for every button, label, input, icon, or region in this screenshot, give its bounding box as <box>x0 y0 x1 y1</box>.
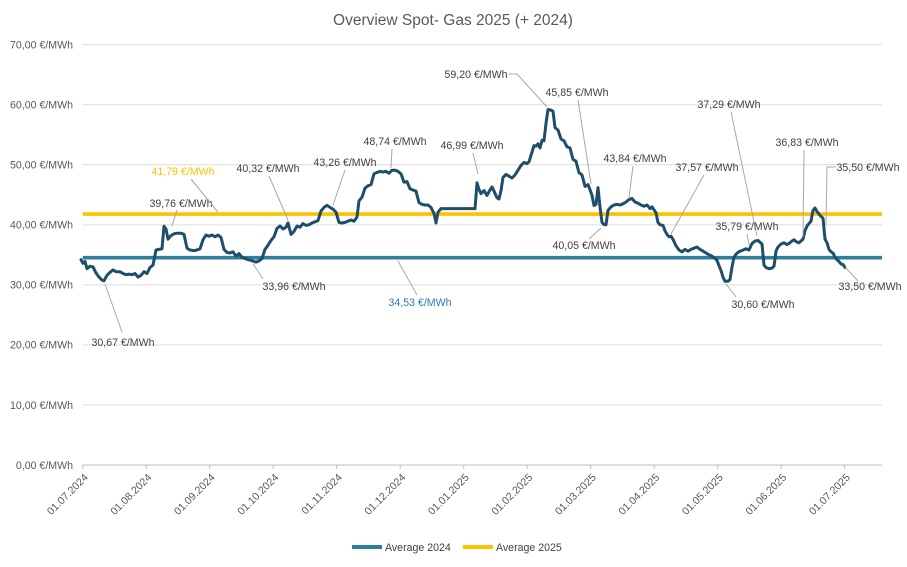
annotation-leader <box>390 148 393 169</box>
annotation-leader <box>588 227 602 240</box>
y-tick-label: 50,00 €/MWh <box>10 160 73 172</box>
annotation-leader <box>825 166 836 226</box>
annotation-label: 30,60 €/MWh <box>731 299 794 311</box>
annotation-leader <box>171 209 178 227</box>
annotation-label: 45,85 €/MWh <box>545 87 608 99</box>
chart-title: Overview Spot- Gas 2025 (+ 2024) <box>333 12 573 29</box>
annotation-leader <box>670 174 705 235</box>
average-lines <box>82 212 882 260</box>
annotation-label: 59,20 €/MWh <box>444 69 507 81</box>
annotation-leader <box>802 149 805 238</box>
y-tick-label: 10,00 €/MWh <box>10 400 73 412</box>
annotation-leader <box>268 175 289 221</box>
y-tick-label: 70,00 €/MWh <box>10 40 73 52</box>
annotation-leader <box>252 263 264 280</box>
x-tick-label: 01.08.2024 <box>108 472 154 518</box>
annotation-leader <box>332 169 346 206</box>
x-tick-label: 01.09.2024 <box>172 472 218 518</box>
annotation-leader <box>725 283 737 298</box>
annotation-label: 43,84 €/MWh <box>603 153 666 165</box>
annotation-label: 37,57 €/MWh <box>675 162 738 174</box>
annotation-label: 48,74 €/MWh <box>363 136 426 148</box>
annotation-label: 34,53 €/MWh <box>388 297 451 309</box>
x-tick-label: 01.07.2024 <box>45 472 91 518</box>
annotations: 30,67 €/MWh 39,76 €/MWh 41,79 €/MWh 40,32 €… <box>91 69 901 349</box>
x-tick-label: 01.04.2025 <box>616 472 662 518</box>
annotation-label: 36,83 €/MWh <box>775 137 838 149</box>
annotation-label: 37,29 €/MWh <box>697 99 760 111</box>
annotation-label: 46,99 €/MWh <box>440 140 503 152</box>
annotation-label: 30,67 €/MWh <box>91 337 154 349</box>
annotation-label: 40,05 €/MWh <box>552 240 615 252</box>
annotation-leader <box>509 73 548 108</box>
annotation-leader <box>730 111 758 237</box>
y-tick-label: 0,00 €/MWh <box>16 460 73 472</box>
x-tick-label: 01.05.2025 <box>680 472 726 518</box>
x-tick-label: 01.12.2024 <box>362 472 408 518</box>
annotation-label: 33,96 €/MWh <box>262 281 325 293</box>
annotation-leader <box>577 99 592 185</box>
annotation-label: 35,50 €/MWh <box>836 162 899 174</box>
y-tick-label: 40,00 €/MWh <box>10 220 73 232</box>
annotation-leader <box>472 152 479 175</box>
y-axis-labels: 0,00 €/MWh 10,00 €/MWh 20,00 €/MWh 30,00 €/… <box>10 40 73 472</box>
annotation-leader <box>397 260 418 296</box>
annotation-label: 40,32 €/MWh <box>236 163 299 175</box>
legend-label-average-2024: Average 2024 <box>385 542 451 554</box>
legend: Average 2024 Average 2025 <box>352 542 562 554</box>
annotation-leader <box>844 266 859 282</box>
y-tick-label: 60,00 €/MWh <box>10 100 73 112</box>
annotation-label: 33,50 €/MWh <box>838 281 901 293</box>
y-tick-label: 20,00 €/MWh <box>10 340 73 352</box>
annotation-label: 43,26 €/MWh <box>313 157 376 169</box>
price-line-series <box>79 108 847 283</box>
y-tick-label: 30,00 €/MWh <box>10 280 73 292</box>
x-tick-label: 01.01.2025 <box>426 472 472 518</box>
x-tick-label: 01.07.2025 <box>807 472 853 518</box>
annotation-leader <box>628 165 634 199</box>
spot-price-line <box>79 108 847 283</box>
x-tick-label: 01.11.2024 <box>299 472 344 517</box>
x-tick-label: 01.06.2025 <box>743 472 789 518</box>
gridlines <box>82 44 882 466</box>
annotation-leader <box>190 178 219 213</box>
annotation-leader <box>104 283 123 333</box>
x-tick-label: 01.02.2025 <box>489 472 535 518</box>
annotation-leader <box>746 233 750 246</box>
x-axis: 01.07.2024 01.08.2024 01.09.2024 01.10.2024… <box>45 465 853 518</box>
x-tick-label: 01.03.2025 <box>553 472 599 518</box>
annotation-label: 39,76 €/MWh <box>149 198 212 210</box>
x-tick-label: 01.10.2024 <box>235 472 281 518</box>
legend-label-average-2025: Average 2025 <box>496 542 562 554</box>
annotation-label: 41,79 €/MWh <box>151 166 214 178</box>
annotation-label: 35,79 €/MWh <box>715 221 778 233</box>
